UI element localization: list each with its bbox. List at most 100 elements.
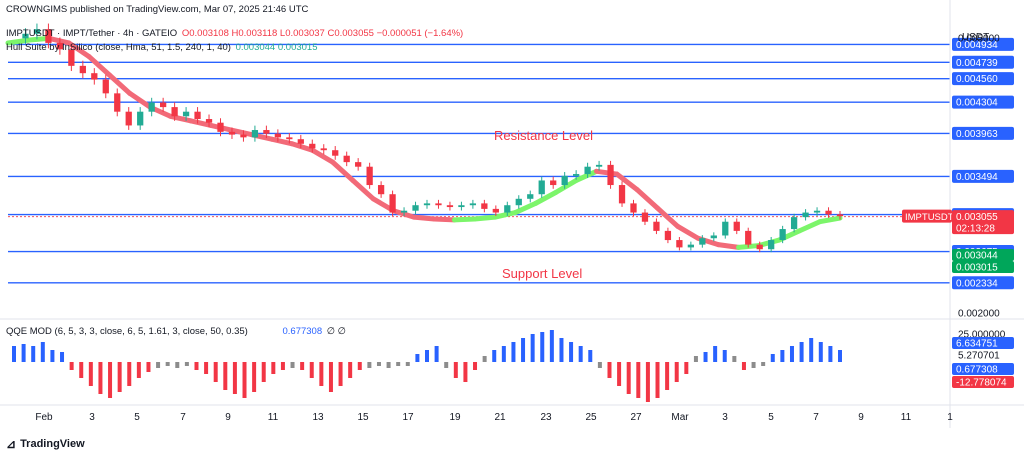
- candle-body: [228, 131, 236, 135]
- qqe-bar: [588, 350, 593, 362]
- candle-body: [595, 164, 603, 167]
- hull-value-tag: [952, 261, 1014, 273]
- qqe-bar: [713, 346, 718, 362]
- candle-body: [733, 221, 740, 231]
- qqe-bar: [60, 352, 65, 362]
- ohlc-values: O0.003108 H0.003118 L0.003037 C0.003055 …: [181, 28, 464, 39]
- hull-segment: [675, 223, 701, 241]
- candle-body: [779, 229, 786, 241]
- candle-body: [297, 139, 304, 144]
- candle-body: [286, 137, 293, 140]
- candle-body: [22, 33, 29, 39]
- time-axis-tick: 21: [494, 412, 506, 423]
- candle-body: [366, 166, 373, 186]
- qqe-bar: [386, 362, 391, 368]
- qqe-bar: [21, 344, 26, 362]
- candle-body: [217, 122, 224, 132]
- candle-body: [355, 162, 362, 167]
- qqe-tick-tag: [952, 376, 1014, 388]
- hull-segment: [25, 35, 52, 43]
- hull-segment: [188, 118, 214, 128]
- hull-segment: [66, 40, 92, 60]
- candle-body: [137, 111, 144, 126]
- symbol-ohlc-line: IMPTUSDT · IMPT/Tether · 4h · GATEIO O0.…: [6, 28, 465, 39]
- hull-segment: [817, 215, 843, 225]
- candle-body: [400, 210, 408, 213]
- qqe-bar: [271, 362, 276, 374]
- time-axis-tick: 7: [180, 412, 186, 423]
- time-axis-tick: 3: [89, 412, 95, 423]
- time-axis-tick: Mar: [671, 412, 689, 423]
- qqe-bar: [453, 362, 458, 378]
- qqe-bar: [434, 346, 439, 362]
- hull-segment: [46, 35, 72, 46]
- time-axis-tick: Feb: [35, 412, 53, 423]
- candle-body: [412, 205, 419, 211]
- candle-body: [309, 143, 316, 149]
- qqe-bar: [530, 334, 535, 362]
- candle-body: [182, 111, 190, 117]
- candle-body: [653, 221, 660, 231]
- hull-segment: [431, 216, 457, 223]
- support-annotation: Support Level: [502, 266, 582, 281]
- candle-body: [492, 208, 499, 213]
- qqe-tick-text: 6.634751: [956, 339, 998, 350]
- qqe-bar: [338, 362, 343, 386]
- qqe-histogram: [12, 330, 842, 402]
- hull-segment: [228, 127, 255, 138]
- level-tag: [952, 72, 1014, 86]
- qqe-bar: [396, 362, 401, 366]
- candle-body: [102, 79, 109, 94]
- qqe-bar: [357, 362, 362, 370]
- tradingview-icon: ⊿: [6, 437, 17, 451]
- candle-body: [171, 107, 178, 117]
- hull-segment: [167, 113, 194, 124]
- candle-body: [91, 73, 98, 80]
- time-axis-tick: 25: [585, 412, 597, 423]
- hull-value-tag: [952, 249, 1014, 261]
- tradingview-logo[interactable]: ⊿ TradingView: [6, 437, 85, 451]
- candle-body: [745, 230, 752, 245]
- qqe-tick-text: 5.270701: [958, 351, 1000, 362]
- candle-body: [699, 238, 706, 245]
- qqe-bar: [473, 362, 478, 370]
- candle-body: [538, 180, 545, 195]
- candle-body: [710, 235, 717, 239]
- hull-segment: [654, 205, 681, 229]
- candle-body: [561, 175, 568, 186]
- qqe-bar: [607, 362, 612, 378]
- qqe-bar: [165, 362, 170, 366]
- qqe-bar: [809, 338, 814, 362]
- candle-body: [515, 198, 522, 206]
- qqe-bar: [69, 362, 74, 370]
- level-tag: [952, 55, 1014, 69]
- level-tag-text: 0.004560: [956, 74, 998, 85]
- qqe-bar: [789, 346, 794, 362]
- qqe-bar: [194, 362, 199, 370]
- candle-body: [630, 203, 637, 213]
- qqe-bar: [367, 362, 372, 368]
- candle-body: [320, 148, 327, 151]
- level-tag-text: 0.004934: [956, 40, 998, 51]
- qqe-bar: [511, 342, 516, 362]
- level-tag: [952, 126, 1014, 140]
- qqe-empty-symbols: ∅ ∅: [326, 326, 346, 337]
- time-axis-tick: 15: [357, 412, 369, 423]
- qqe-bar: [232, 362, 237, 394]
- qqe-bar: [405, 362, 410, 366]
- candle-body: [205, 119, 213, 123]
- qqe-bar: [818, 342, 823, 362]
- qqe-bar: [12, 346, 16, 362]
- qqe-bar: [597, 362, 602, 368]
- hull-segment: [573, 168, 599, 183]
- candle-body: [343, 155, 350, 163]
- time-axis-tick: 17: [402, 412, 414, 423]
- qqe-bar: [127, 362, 132, 386]
- candle-body: [389, 194, 396, 213]
- hull-segment: [553, 177, 579, 195]
- qqe-bar: [492, 350, 497, 362]
- qqe-bar: [79, 362, 84, 378]
- hull-segment: [492, 210, 518, 220]
- qqe-bar: [300, 362, 305, 370]
